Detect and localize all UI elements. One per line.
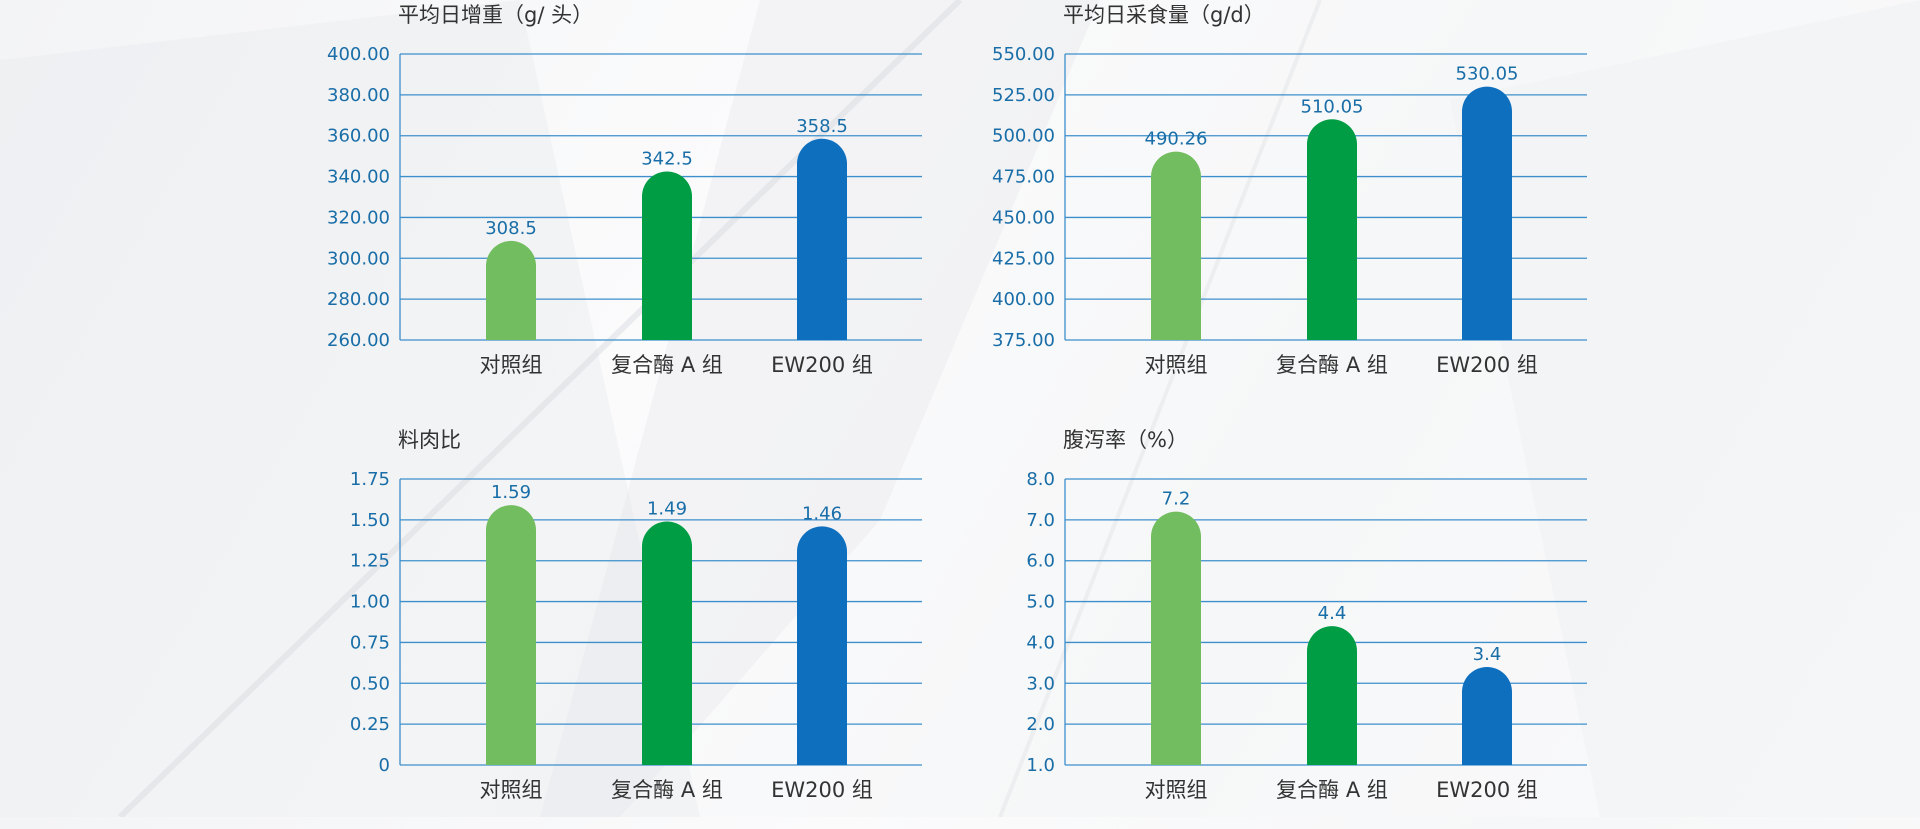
bar-enzyme-a	[642, 171, 692, 340]
x-category-label: 对照组	[1145, 778, 1208, 802]
bar-ew200	[797, 138, 847, 340]
y-tick-label: 0.75	[350, 632, 390, 653]
y-tick-label: 0	[379, 755, 390, 776]
y-tick-label: 1.25	[350, 551, 390, 572]
bar-ew200	[1462, 86, 1512, 340]
data-label: 1.59	[491, 482, 531, 503]
chart-panel-average-daily-feed-intake: 平均日采食量（g/d） 375.00 400.00 425.00 450.00 475.0…	[975, 0, 1615, 404]
x-category-label: 复合酶 A 组	[611, 353, 723, 377]
chart-panel-average-daily-gain: 平均日增重（g/ 头） 260.00 280.00 300.00 320.00 340.0…	[310, 0, 950, 404]
y-tick-label: 475.00	[992, 167, 1055, 188]
x-category-label: 复合酶 A 组	[1276, 353, 1388, 377]
y-tick-label: 7.0	[1026, 510, 1055, 531]
bar-control	[1151, 151, 1201, 340]
bar-control	[486, 240, 536, 340]
data-label: 1.46	[802, 503, 842, 524]
bar-ew200	[1462, 666, 1512, 765]
y-tick-label: 1.00	[350, 592, 390, 613]
data-label: 308.5	[485, 218, 537, 239]
y-tick-label: 320.00	[327, 207, 390, 228]
chart-title: 平均日增重（g/ 头）	[398, 3, 593, 27]
y-tick-label: 500.00	[992, 126, 1055, 147]
chart-title: 料肉比	[398, 428, 461, 452]
data-label: 510.05	[1301, 96, 1364, 117]
chart-average-daily-gain: 平均日增重（g/ 头） 260.00 280.00 300.00 320.00 340.0…	[327, 3, 922, 377]
y-tick-label: 550.00	[992, 44, 1055, 65]
x-category-label: 复合酶 A 组	[1276, 778, 1388, 802]
y-tick-label: 525.00	[992, 85, 1055, 106]
x-category-label: 复合酶 A 组	[611, 778, 723, 802]
y-tick-label: 300.00	[327, 248, 390, 269]
data-label: 3.4	[1473, 644, 1502, 665]
y-tick-label: 8.0	[1026, 469, 1055, 490]
y-tick-label: 1.50	[350, 510, 390, 531]
chart-diarrhea-rate: 腹泻率（%） 1.0 2.0 3.0 4.0 5.0 6.0 7.0 8.0 7.2 对照组 4.4 复…	[1026, 428, 1587, 802]
bar-control	[486, 505, 536, 765]
data-label: 7.2	[1162, 489, 1191, 510]
y-tick-label: 0.50	[350, 673, 390, 694]
y-tick-label: 4.0	[1026, 632, 1055, 653]
chart-title: 腹泻率（%）	[1063, 428, 1188, 452]
y-tick-label: 2.0	[1026, 714, 1055, 735]
x-category-label: 对照组	[480, 353, 543, 377]
data-label: 358.5	[796, 116, 848, 137]
x-category-label: EW200 组	[1436, 353, 1538, 377]
y-tick-label: 400.00	[992, 289, 1055, 310]
data-label: 530.05	[1456, 64, 1519, 85]
data-label: 490.26	[1145, 129, 1208, 150]
y-tick-label: 3.0	[1026, 673, 1055, 694]
y-tick-label: 0.25	[350, 714, 390, 735]
x-category-label: EW200 组	[1436, 778, 1538, 802]
bar-enzyme-a	[1307, 119, 1357, 340]
data-label: 4.4	[1318, 603, 1347, 624]
chart-average-daily-feed-intake: 平均日采食量（g/d） 375.00 400.00 425.00 450.00 475.0…	[992, 3, 1587, 377]
y-tick-label: 1.0	[1026, 755, 1055, 776]
y-tick-label: 425.00	[992, 248, 1055, 269]
bar-control	[1151, 511, 1201, 765]
x-category-label: EW200 组	[771, 778, 873, 802]
y-tick-label: 380.00	[327, 85, 390, 106]
data-label: 342.5	[641, 148, 693, 169]
chart-feed-conversion-ratio: 料肉比 0 0.25 0.50 0.75 1.00 1.25 1.50 1.75 1.59 对照组 1…	[350, 428, 922, 802]
x-category-label: 对照组	[480, 778, 543, 802]
x-category-label: 对照组	[1145, 353, 1208, 377]
x-category-label: EW200 组	[771, 353, 873, 377]
y-tick-label: 260.00	[327, 330, 390, 351]
bar-enzyme-a	[1307, 626, 1357, 765]
bar-ew200	[797, 526, 847, 765]
y-tick-label: 6.0	[1026, 551, 1055, 572]
y-tick-label: 5.0	[1026, 592, 1055, 613]
y-tick-label: 340.00	[327, 167, 390, 188]
chart-panel-feed-conversion-ratio: 料肉比 0 0.25 0.50 0.75 1.00 1.25 1.50 1.75 1.59 对照组 1…	[310, 425, 950, 829]
data-label: 1.49	[647, 498, 687, 519]
y-tick-label: 280.00	[327, 289, 390, 310]
y-tick-label: 450.00	[992, 207, 1055, 228]
y-tick-label: 400.00	[327, 44, 390, 65]
y-tick-label: 360.00	[327, 126, 390, 147]
bar-enzyme-a	[642, 521, 692, 765]
chart-panel-diarrhea-rate: 腹泻率（%） 1.0 2.0 3.0 4.0 5.0 6.0 7.0 8.0 7.2 对照组 4.4 复…	[975, 425, 1615, 829]
chart-title: 平均日采食量（g/d）	[1063, 3, 1265, 27]
y-tick-label: 375.00	[992, 330, 1055, 351]
y-tick-label: 1.75	[350, 469, 390, 490]
